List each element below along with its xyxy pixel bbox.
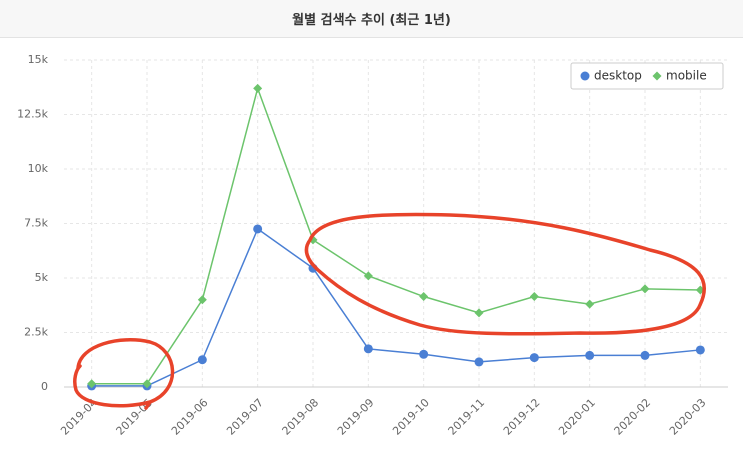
- point: [585, 350, 595, 360]
- legend-label: mobile: [666, 69, 707, 83]
- x-tick-label: 2019-08: [280, 396, 322, 438]
- y-tick-label: 5k: [35, 271, 49, 284]
- y-tick-label: 15k: [28, 53, 49, 66]
- point: [640, 350, 650, 360]
- x-tick-label: 2020-03: [667, 396, 709, 438]
- series-line: [91, 85, 701, 385]
- point: [529, 292, 539, 302]
- y-tick-label: 2.5k: [24, 326, 48, 339]
- point: [529, 353, 539, 363]
- point: [87, 379, 97, 389]
- chart-title: 월별 검색수 추이 (최근 1년): [0, 0, 743, 38]
- point: [474, 357, 484, 367]
- legend-marker: [580, 71, 590, 81]
- x-tick-label: 2019-12: [501, 396, 543, 438]
- point: [142, 379, 152, 389]
- point: [474, 308, 484, 318]
- annotation-circle: [73, 338, 175, 410]
- point: [197, 295, 207, 305]
- point: [419, 292, 429, 302]
- point: [363, 271, 373, 281]
- x-tick-label: 2019-06: [169, 396, 211, 438]
- series-line: [91, 227, 701, 387]
- point: [363, 344, 373, 354]
- point: [585, 299, 595, 309]
- point: [253, 224, 263, 234]
- point: [695, 345, 705, 355]
- y-tick-label: 7.5k: [24, 217, 48, 230]
- annotation-circle: [304, 212, 706, 336]
- y-tick-label: 0: [41, 380, 48, 393]
- y-tick-label: 12.5k: [17, 108, 48, 121]
- legend-label: desktop: [594, 69, 642, 83]
- point: [419, 349, 429, 359]
- x-tick-label: 2020-01: [556, 396, 598, 438]
- x-tick-label: 2019-07: [224, 396, 266, 438]
- y-tick-label: 10k: [28, 162, 49, 175]
- x-tick-label: 2019-09: [335, 396, 377, 438]
- legend-marker: [652, 71, 662, 81]
- x-tick-label: 2019-11: [446, 396, 488, 438]
- point: [253, 83, 263, 93]
- point: [640, 284, 650, 294]
- point: [197, 355, 207, 365]
- x-tick-label: 2019-10: [390, 396, 432, 438]
- x-tick-label: 2020-02: [612, 396, 654, 438]
- legend: desktop mobile: [570, 62, 724, 90]
- annotations: [73, 212, 706, 410]
- legend-box: [570, 62, 724, 90]
